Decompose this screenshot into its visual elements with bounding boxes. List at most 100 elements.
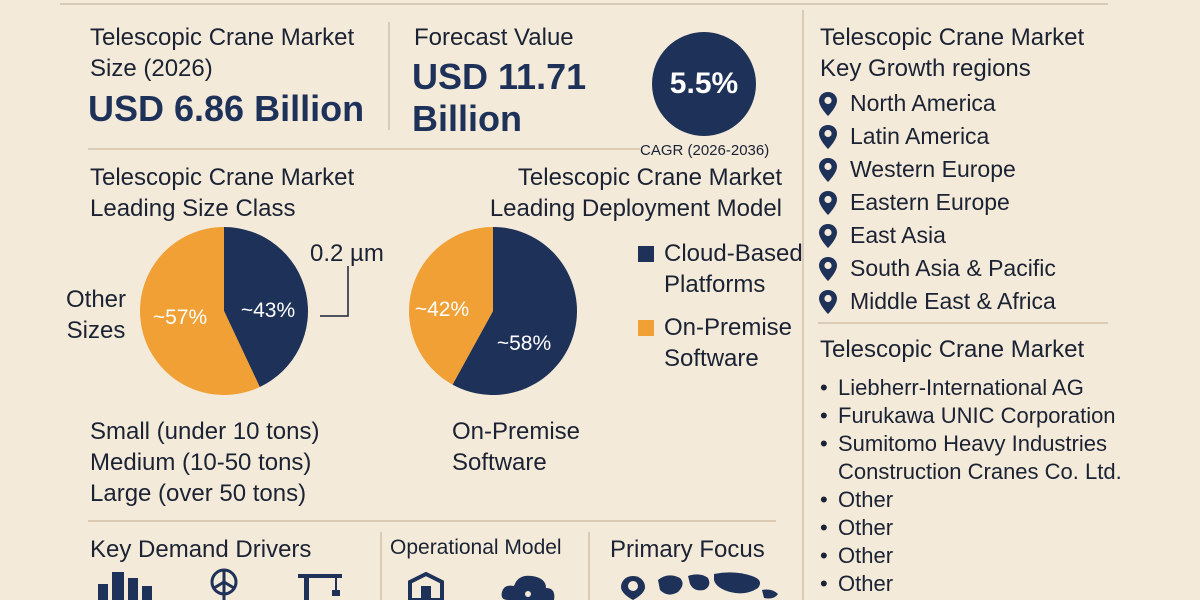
top-divider: [60, 3, 1108, 5]
size-class-list: Small (under 10 tons) Medium (10-50 tons…: [90, 416, 319, 509]
company-name: Construction Cranes Co. Ltd.: [838, 459, 1122, 484]
legend-cloud-line1: Cloud-Based: [664, 240, 803, 267]
company-item: • Other: [820, 486, 893, 514]
size-class-title-line2: Leading Size Class: [90, 195, 296, 222]
forecast-label: Forecast Value: [414, 24, 574, 51]
location-pin-icon: [819, 124, 837, 149]
deployment-title: Telescopic Crane Market Leading Deployme…: [460, 162, 782, 224]
cloud-icon: [501, 575, 555, 600]
pie-slice-label: ~58%: [497, 332, 551, 355]
legend-cloud-line2: Platforms: [664, 271, 766, 298]
market-size-label-line2: Size (2026): [90, 55, 213, 82]
bullet-icon: •: [820, 487, 828, 512]
warehouse-icon: [408, 572, 444, 600]
divider-size-forecast: [388, 22, 390, 130]
legend-swatch-cloud: [638, 246, 654, 262]
location-pin-icon: [819, 157, 837, 182]
company-item: Construction Cranes Co. Ltd.: [820, 458, 1122, 486]
focus-title: Primary Focus: [610, 536, 765, 563]
region-item: North America: [818, 90, 996, 117]
market-size-value: USD 6.86 Billion: [88, 88, 365, 129]
location-pin-icon: [819, 256, 837, 281]
size-class-annotation: 0.2 µm: [310, 240, 384, 267]
size-class-title: Telescopic Crane Market Leading Size Cla…: [90, 162, 354, 224]
deployment-below-line1: On-Premise: [452, 418, 581, 445]
region-item: Middle East & Africa: [818, 288, 1056, 315]
legend-label-cloud: Cloud-Based Platforms: [664, 238, 803, 300]
divider-top-middle: [88, 148, 640, 150]
company-item: • Sumitomo Heavy Industries: [820, 430, 1107, 458]
legend-onpremise-line1: On-Premise: [664, 314, 793, 341]
forecast-value-line1: USD 11.71: [412, 56, 587, 97]
bullet-icon: •: [820, 571, 828, 596]
location-pin-icon: [621, 576, 645, 600]
region-name: Eastern Europe: [850, 189, 1010, 215]
size-class-other-line1: Other: [66, 286, 127, 313]
region-name: Western Europe: [850, 156, 1016, 182]
company-name: Other: [838, 543, 894, 568]
region-name: Middle East & Africa: [850, 288, 1056, 314]
region-name: South Asia & Pacific: [850, 255, 1056, 281]
bullet-icon: •: [820, 543, 828, 568]
regions-title-line1: Telescopic Crane Market: [820, 24, 1085, 51]
size-class-pie-chart: ~43% ~57%: [140, 227, 349, 395]
pie-slice-label: ~57%: [153, 306, 207, 329]
location-pin-icon: [819, 223, 837, 248]
bullet-icon: •: [820, 515, 828, 540]
city-buildings-icon: [98, 572, 152, 600]
size-class-item-small: Small (under 10 tons): [90, 418, 320, 445]
pie-slice-label: ~43%: [241, 299, 295, 322]
region-item: Western Europe: [818, 156, 1016, 183]
company-item: • Other: [820, 542, 893, 570]
regions-title: Telescopic Crane Market Key Growth regio…: [820, 22, 1084, 84]
size-class-other-line2: Sizes: [66, 317, 126, 344]
size-class-item-large: Large (over 50 tons): [90, 480, 307, 507]
company-name: Liebherr-International AG: [838, 375, 1084, 400]
legend-label-onpremise: On-Premise Software: [664, 312, 792, 374]
region-item: South Asia & Pacific: [818, 255, 1056, 282]
company-item: • Furukawa UNIC Corporation: [820, 402, 1116, 430]
pie-slice-label: ~42%: [415, 298, 469, 321]
pie-slice: [409, 227, 493, 385]
deployment-title-line1: Telescopic Crane Market: [517, 164, 782, 191]
region-item: East Asia: [818, 222, 946, 249]
company-item: • Liebherr-International AG: [820, 374, 1084, 402]
company-name: Other: [838, 571, 894, 596]
bullet-icon: [820, 458, 838, 486]
company-name: Furukawa UNIC Corporation: [838, 403, 1116, 428]
regions-title-line2: Key Growth regions: [820, 55, 1031, 82]
company-item: • Other: [820, 514, 893, 542]
bullet-icon: •: [820, 403, 828, 428]
company-name: Sumitomo Heavy Industries: [838, 431, 1107, 456]
divider-middle-bottom: [88, 520, 776, 522]
companies-title: Telescopic Crane Market: [820, 336, 1085, 363]
bullet-icon: •: [820, 431, 828, 456]
region-item: Eastern Europe: [818, 189, 1010, 216]
operational-title: Operational Model: [390, 536, 562, 559]
wind-turbine-icon: [210, 568, 238, 600]
annotation-leader-line: [320, 266, 349, 317]
world-map-icon: [658, 572, 778, 599]
bullet-icon: •: [820, 375, 828, 400]
crane-icon: [298, 574, 342, 600]
divider-bottom-1: [380, 532, 382, 600]
company-name: Other: [838, 515, 894, 540]
divider-regions-companies: [818, 322, 1108, 324]
forecast-value-line2: Billion: [412, 98, 522, 139]
location-pin-icon: [819, 190, 837, 215]
pie-slice: [452, 227, 577, 395]
deployment-pie-chart: ~58% ~42%: [409, 227, 577, 395]
size-class-other-label: Other Sizes: [66, 284, 126, 346]
pie-slice: [140, 227, 260, 395]
legend-swatch-onpremise: [638, 320, 654, 336]
region-name: East Asia: [850, 222, 946, 248]
deployment-below-line2: Software: [452, 449, 547, 476]
location-pin-icon: [819, 91, 837, 116]
deployment-title-line2: Leading Deployment Model: [489, 195, 782, 222]
divider-main-right: [802, 10, 804, 600]
region-name: Latin America: [850, 123, 990, 149]
region-item: Latin America: [818, 123, 989, 150]
divider-bottom-2: [588, 532, 590, 600]
company-name: Other: [838, 487, 894, 512]
location-pin-icon: [819, 289, 837, 314]
